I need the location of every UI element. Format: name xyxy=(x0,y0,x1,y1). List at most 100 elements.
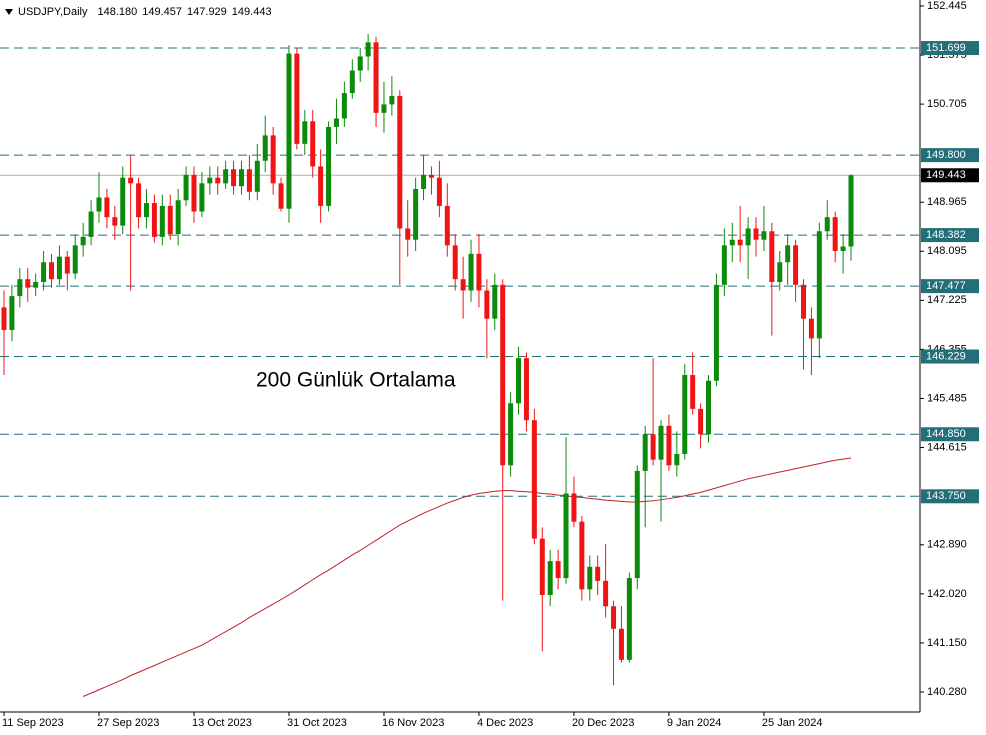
candle-body xyxy=(674,454,680,466)
candle-body xyxy=(88,211,94,237)
candle-body xyxy=(444,205,450,246)
candle-body xyxy=(777,262,783,283)
candle-body xyxy=(333,118,339,127)
candle-body xyxy=(183,174,189,201)
x-tick-label: 16 Nov 2023 xyxy=(382,717,444,729)
level-label: 146.229 xyxy=(926,350,966,362)
candle-body xyxy=(452,245,458,280)
header-value: 149.457 xyxy=(142,6,182,18)
level-label: 144.850 xyxy=(926,428,966,440)
x-tick-label: 25 Jan 2024 xyxy=(762,717,823,729)
header-value: 148.180 xyxy=(98,6,138,18)
candle-body xyxy=(460,279,466,291)
candle-body xyxy=(555,561,561,579)
current-price-label: 149.443 xyxy=(926,169,966,181)
candle-body xyxy=(246,169,252,192)
candle-body xyxy=(753,228,759,240)
x-tick-label: 9 Jan 2024 xyxy=(667,717,721,729)
candle-body xyxy=(286,53,292,209)
candle-body xyxy=(666,425,672,466)
candle-body xyxy=(64,256,70,274)
candle-body xyxy=(294,53,300,144)
candle-body xyxy=(824,217,830,232)
x-tick-label: 11 Sep 2023 xyxy=(2,717,64,729)
candle-body xyxy=(9,296,15,330)
candle-body xyxy=(238,169,244,187)
chart-title: USDJPY,Daily xyxy=(18,6,88,18)
candle-body xyxy=(611,606,617,629)
level-label-box xyxy=(921,228,979,243)
candle-body xyxy=(428,174,434,178)
candle-body xyxy=(231,169,237,187)
candle-body xyxy=(405,228,411,240)
candle-body xyxy=(808,318,814,339)
candle-body xyxy=(682,375,688,455)
candle-body xyxy=(793,245,799,285)
candle-body xyxy=(745,228,751,246)
candle-body xyxy=(270,135,276,184)
candle-body xyxy=(642,434,648,471)
candle-body xyxy=(381,104,387,113)
candle-body xyxy=(72,245,78,274)
candle-body xyxy=(373,42,379,113)
candle-body xyxy=(175,200,181,235)
header-value: 149.443 xyxy=(232,6,272,18)
candle-body xyxy=(658,425,664,460)
y-tick-label: 142.020 xyxy=(927,588,967,600)
candle-body xyxy=(262,135,268,161)
x-tick-label: 4 Dec 2023 xyxy=(477,717,533,729)
candle-body xyxy=(167,205,173,235)
candle-body xyxy=(421,174,427,189)
x-tick-label: 27 Sep 2023 xyxy=(97,717,159,729)
candle-body xyxy=(769,231,775,283)
candle-body xyxy=(801,284,807,319)
x-tick-label: 13 Oct 2023 xyxy=(192,717,252,729)
candle-body xyxy=(159,205,165,237)
annotation: 200 Günlük Ortalama xyxy=(256,369,456,392)
y-tick-label: 144.615 xyxy=(927,441,967,453)
candle-body xyxy=(17,279,23,297)
candle-body xyxy=(318,166,324,206)
candle-body xyxy=(634,470,640,579)
candle-body xyxy=(128,177,134,184)
candle-body xyxy=(349,70,355,94)
candle-body xyxy=(96,197,102,212)
candle-body xyxy=(1,307,7,330)
y-tick-label: 141.150 xyxy=(927,637,967,649)
candle-body xyxy=(112,217,118,226)
candle-body xyxy=(151,203,157,237)
candle-body xyxy=(848,175,854,247)
candle-body xyxy=(326,126,332,206)
candle-body xyxy=(713,284,719,381)
candle-body xyxy=(436,177,442,206)
candle-body xyxy=(690,375,696,409)
candle-body xyxy=(207,177,213,184)
menu-triangle[interactable] xyxy=(5,9,13,15)
plot-area xyxy=(1,33,854,697)
candle-body xyxy=(698,408,704,435)
x-tick-label: 31 Oct 2023 xyxy=(287,717,347,729)
candle-body xyxy=(120,177,126,226)
y-tick-label: 147.225 xyxy=(927,294,967,306)
level-label: 143.750 xyxy=(926,490,966,502)
candle-body xyxy=(104,197,110,218)
candle-body xyxy=(468,253,474,291)
y-tick-label: 142.890 xyxy=(927,539,967,551)
candle-body xyxy=(302,121,308,144)
candle-body xyxy=(603,580,609,607)
level-label: 147.477 xyxy=(926,280,966,292)
y-tick-label: 150.705 xyxy=(927,98,967,110)
y-tick-label: 145.485 xyxy=(927,392,967,404)
candle-body xyxy=(785,245,791,263)
candle-body xyxy=(357,56,363,71)
x-tick-label: 20 Dec 2023 xyxy=(572,717,634,729)
candle-body xyxy=(389,95,395,105)
candle-body xyxy=(516,358,522,404)
current-price-box xyxy=(921,168,979,183)
candle-body xyxy=(41,262,47,283)
y-tick-label: 148.095 xyxy=(927,245,967,257)
candle-body xyxy=(650,434,656,460)
candle-body xyxy=(25,279,31,288)
